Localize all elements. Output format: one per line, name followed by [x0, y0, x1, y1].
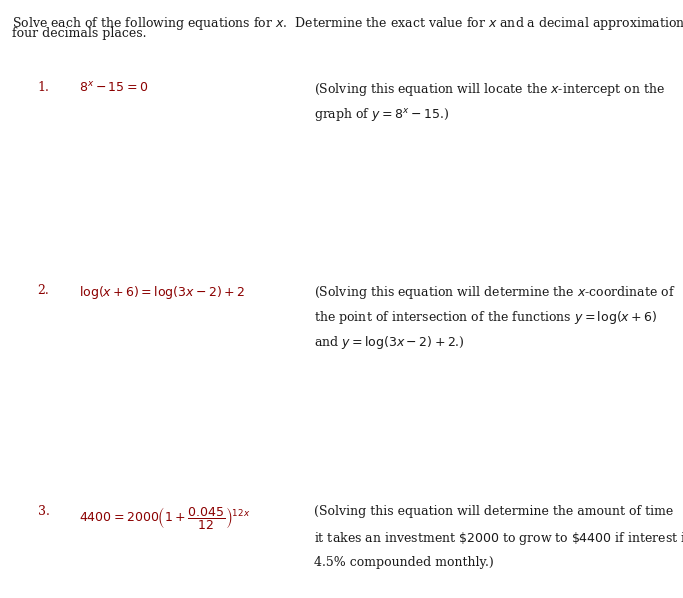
Text: and $y = \log(3x - 2) + 2$.): and $y = \log(3x - 2) + 2$.) — [314, 334, 465, 351]
Text: 4.5% compounded monthly.): 4.5% compounded monthly.) — [314, 556, 494, 569]
Text: Solve each of the following equations for $x$.  Determine the exact value for $x: Solve each of the following equations fo… — [12, 15, 683, 32]
Text: (Solving this equation will locate the $x$-intercept on the: (Solving this equation will locate the $… — [314, 81, 665, 97]
Text: four decimals places.: four decimals places. — [12, 27, 147, 40]
Text: $\log(x + 6) = \log(3x - 2) + 2$: $\log(x + 6) = \log(3x - 2) + 2$ — [79, 284, 245, 301]
Text: graph of $y = 8^x - 15$.): graph of $y = 8^x - 15$.) — [314, 106, 449, 123]
Text: (Solving this equation will determine the amount of time: (Solving this equation will determine th… — [314, 505, 673, 518]
Text: 2.: 2. — [38, 284, 49, 297]
Text: 1.: 1. — [38, 81, 49, 94]
Text: it takes an investment $\$2000$ to grow to $\$4400$ if interest is: it takes an investment $\$2000$ to grow … — [314, 530, 683, 547]
Text: the point of intersection of the functions $y = \log(x + 6)$: the point of intersection of the functio… — [314, 309, 658, 326]
Text: $8^x - 15 = 0$: $8^x - 15 = 0$ — [79, 81, 148, 94]
Text: $4400 = 2000\left(1 + \dfrac{0.045}{12}\right)^{12x}$: $4400 = 2000\left(1 + \dfrac{0.045}{12}\… — [79, 505, 250, 531]
Text: 3.: 3. — [38, 505, 49, 518]
Text: (Solving this equation will determine the $x$-coordinate of: (Solving this equation will determine th… — [314, 284, 675, 301]
